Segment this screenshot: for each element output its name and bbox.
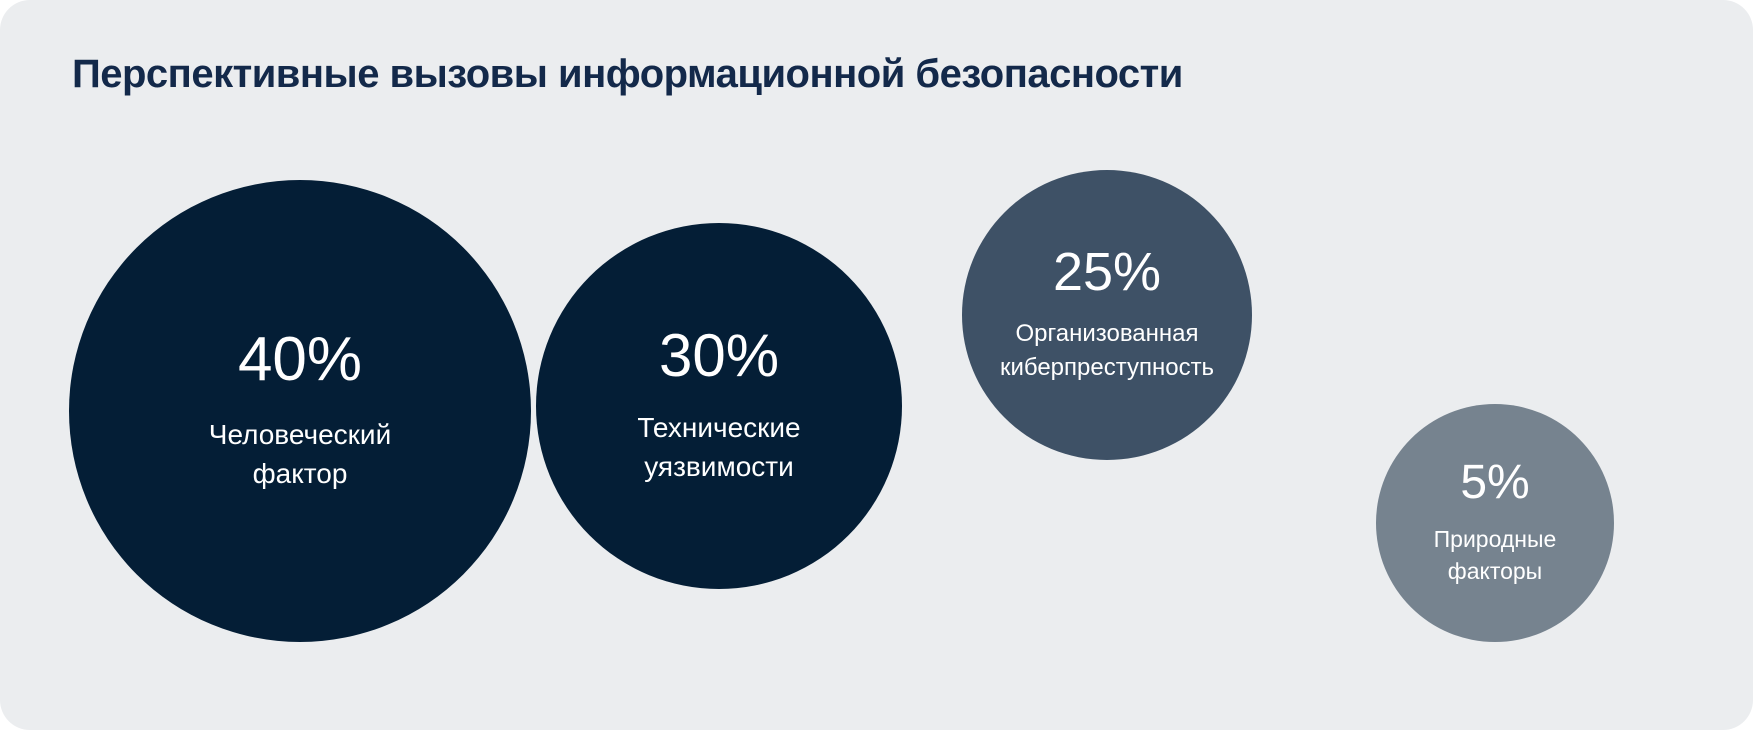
bubble-value: 30% — [658, 321, 780, 389]
bubble-organized-cybercrime: 25% Организованная киберпреступность — [962, 170, 1252, 460]
bubble-value: 40% — [237, 324, 363, 394]
bubble-label: Технические уязвимости — [637, 411, 801, 482]
bubble-label: Организованная киберпреступность — [999, 320, 1215, 381]
bubble-natural-factors: 5% Природные факторы — [1376, 404, 1614, 642]
bubble-technical-vulnerabilities: 30% Технические уязвимости — [536, 223, 902, 589]
bubble-value: 25% — [1052, 242, 1162, 303]
bubble-human-factor: 40% Человеческий фактор — [69, 180, 531, 642]
bubble-label: Природные факторы — [1433, 525, 1557, 584]
page-title: Перспективные вызовы информационной безо… — [72, 52, 1183, 96]
bubble-value: 5% — [1460, 455, 1530, 509]
bubble-label: Человеческий фактор — [208, 418, 392, 489]
